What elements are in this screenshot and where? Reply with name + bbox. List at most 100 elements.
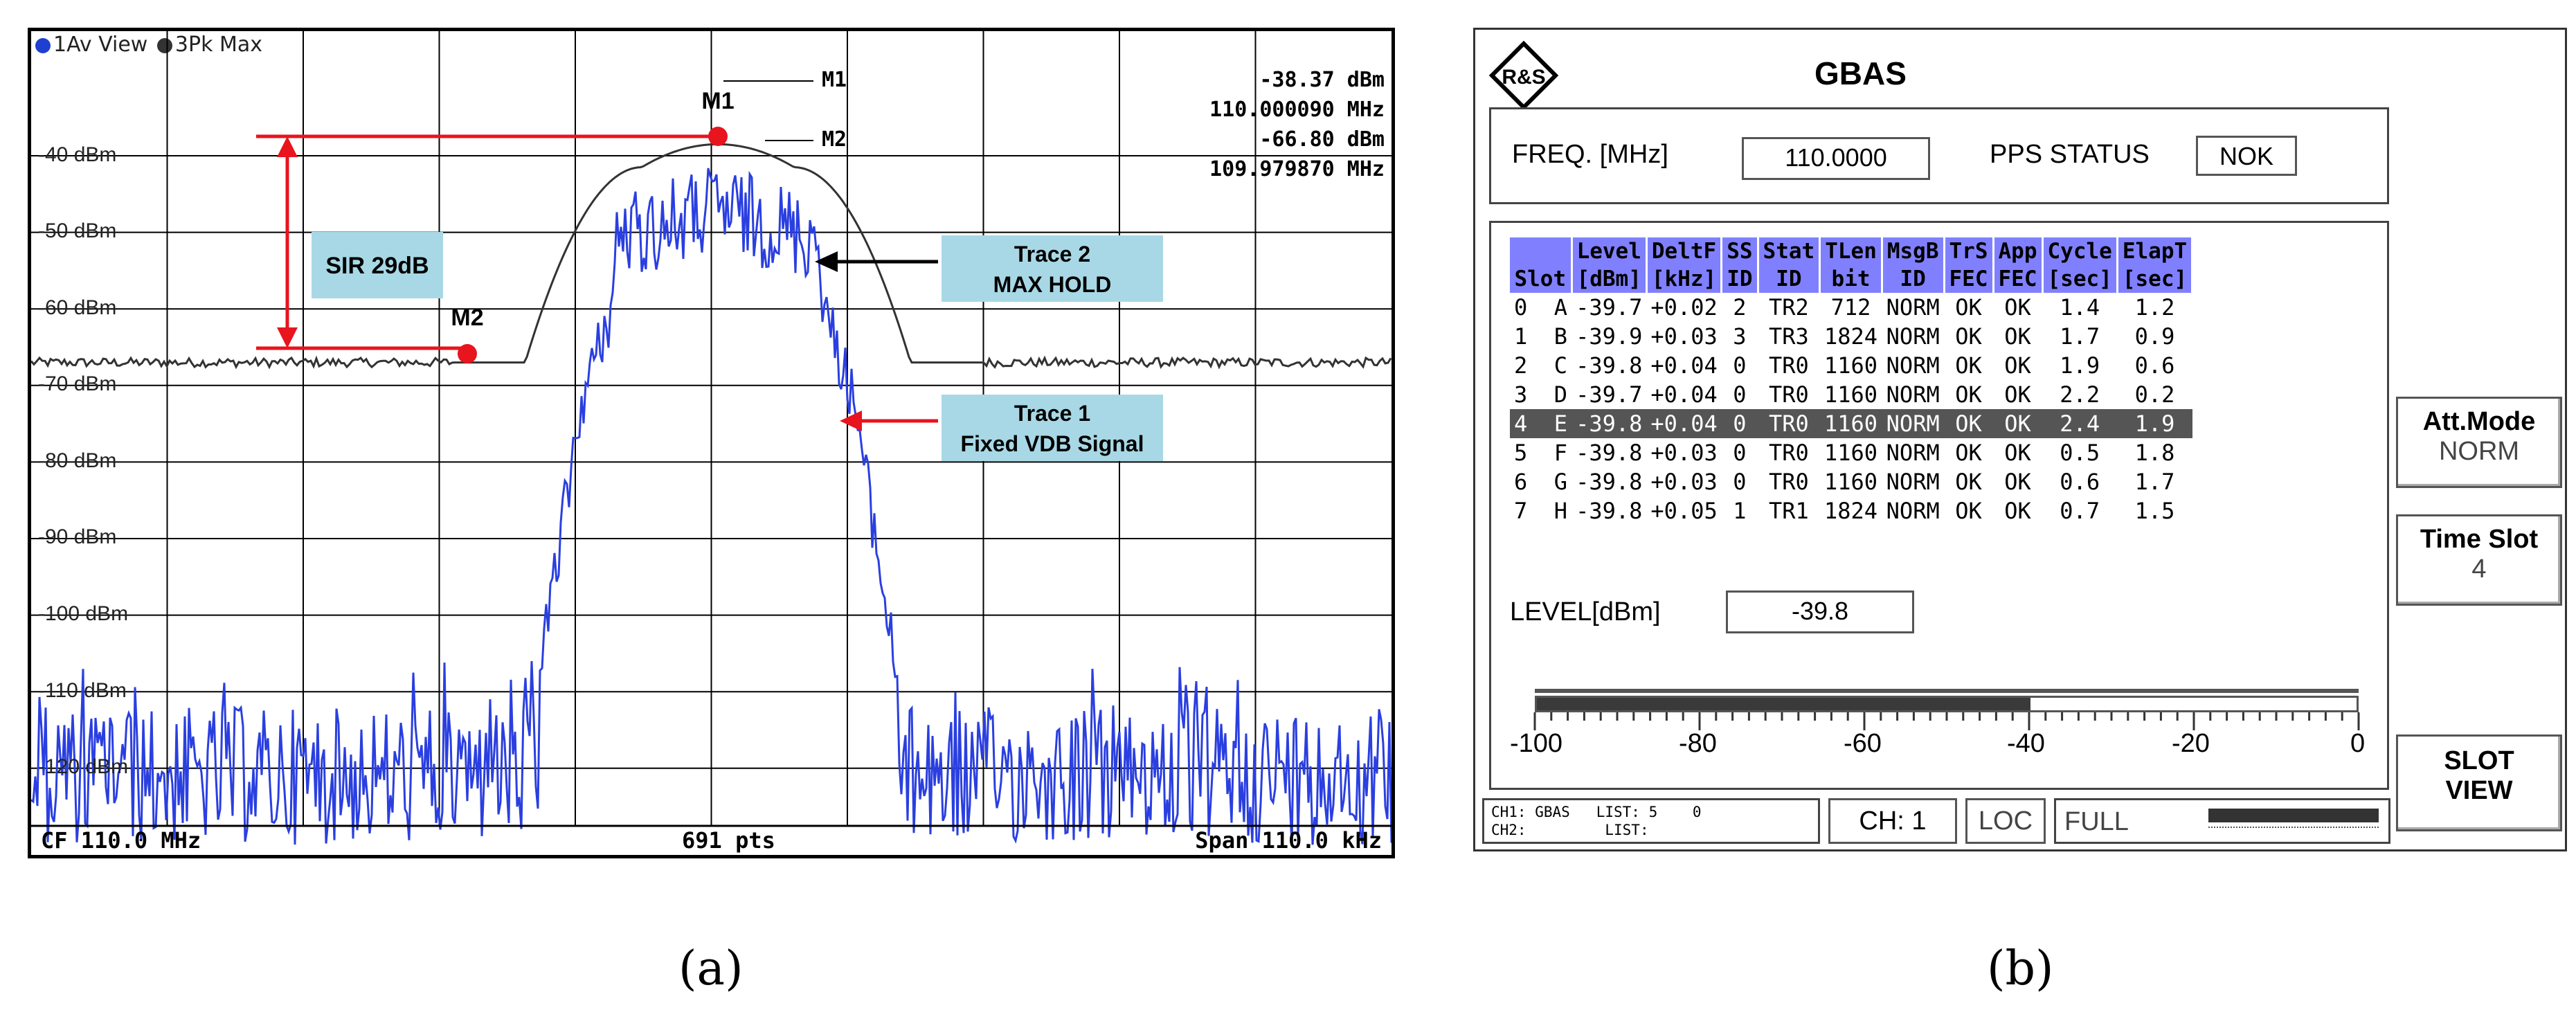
marker-m2-label: M2 xyxy=(451,305,483,331)
trace2-callout-line2: MAX HOLD xyxy=(993,272,1112,297)
table-cell: 1824 xyxy=(1824,323,1878,350)
trace2-callout-box xyxy=(942,235,1163,302)
trace1-callout-box xyxy=(942,395,1163,461)
slot-row[interactable]: 3 D -39.7 +0.04 0 TR0 1160 NORM OK OK 2.2 0.2 xyxy=(1510,380,2192,409)
table-cell: 0.5 xyxy=(2060,440,2100,466)
table-cell: NORM xyxy=(1886,469,1940,495)
slot-table-section xyxy=(1489,221,2389,790)
scale-label: -40 xyxy=(2007,729,2045,758)
column-header: DeltF xyxy=(1646,237,1723,265)
table-cell: TR3 xyxy=(1768,323,1809,350)
local-indicator[interactable]: LOC xyxy=(1965,798,2046,844)
trace1-indicator-icon xyxy=(35,38,51,53)
slot-row[interactable]: 5 F -39.8 +0.03 0 TR0 1160 NORM OK OK 0.5 1.8 xyxy=(1510,438,2192,467)
table-cell: +0.05 xyxy=(1650,498,1718,524)
column-header-unit: ID xyxy=(1721,265,1759,293)
slot-view-softkey[interactable]: SLOT VIEW xyxy=(2396,734,2562,831)
slot-view-line1: SLOT xyxy=(2444,746,2514,775)
slot-row[interactable]: 1 B -39.9 +0.03 3 TR3 1824 NORM OK OK 1.7 0.9 xyxy=(1510,322,2192,351)
table-cell: 1160 xyxy=(1824,381,1878,408)
table-cell: NORM xyxy=(1886,352,1940,379)
slot-section-frame xyxy=(1489,221,2389,790)
table-cell: 1160 xyxy=(1824,469,1878,495)
slot-row[interactable]: 7 H -39.8 +0.05 1 TR1 1824 NORM OK OK 0.7 1.5 xyxy=(1510,496,2192,525)
ch2-list: LIST: xyxy=(1605,822,1649,838)
column-header: Cycle xyxy=(2042,237,2118,265)
trace2-indicator-icon xyxy=(156,38,172,53)
column-header: App xyxy=(1993,237,2044,265)
table-cell: -39.8 xyxy=(1576,498,1643,524)
scale-label: 0 xyxy=(2350,729,2366,758)
sir-callout-box xyxy=(312,232,443,298)
table-cell: 0.6 xyxy=(2134,352,2175,379)
att-mode-softkey[interactable]: Att.Mode NORM xyxy=(2396,397,2562,488)
freq-value-field[interactable]: 110.0000 xyxy=(1742,137,1930,180)
table-cell: NORM xyxy=(1886,440,1940,466)
marker-m2-dot xyxy=(458,344,477,363)
ch1-list: LIST: 5 xyxy=(1596,804,1658,820)
table-cell: 1 xyxy=(1733,498,1747,524)
table-cell: OK xyxy=(1955,352,1982,379)
frequency-section: FREQ. [MHz] 110.0000 PPS STATUS NOK xyxy=(1489,107,2389,204)
table-cell: 0 xyxy=(1733,440,1747,466)
span-label: Span 110.0 kHz xyxy=(1195,827,1382,854)
column-header-unit: ID xyxy=(1882,265,1945,293)
att-mode-label: Att.Mode xyxy=(2422,407,2536,436)
slot-row[interactable]: 4 E -39.8 +0.04 0 TR0 1160 NORM OK OK 2.4 1.9 xyxy=(1510,409,2192,438)
y-tick-label: -70 dBm xyxy=(38,372,116,395)
column-header-unit: FEC xyxy=(1944,265,1994,293)
center-frequency-label: CF 110.0 MHz xyxy=(41,827,201,854)
table-cell: NORM xyxy=(1886,498,1940,524)
table-cell: TR1 xyxy=(1768,498,1809,524)
slot-table: Level DeltF SS Stat TLen MsgB TrS App Cycle ElapT… xyxy=(1510,237,2194,525)
full-indicator-box: FULL xyxy=(2054,798,2390,844)
table-cell: 0 A xyxy=(1514,294,1568,321)
slot-row[interactable]: 2 C -39.8 +0.04 0 TR0 1160 NORM OK OK 1.9 0.6 xyxy=(1510,351,2192,380)
slot-view-line2: VIEW xyxy=(2445,776,2513,805)
table-cell: 4 E xyxy=(1510,409,1572,438)
y-tick-label: -40 dBm xyxy=(38,143,116,166)
table-cell: 3 xyxy=(1733,323,1747,350)
level-value-field: -39.8 xyxy=(1726,590,1914,633)
trace2-header-label: 3Pk Max xyxy=(174,33,262,57)
table-cell: OK xyxy=(1955,469,1982,495)
marker-m1-label: M1 xyxy=(701,88,734,114)
table-cell: 1.5 xyxy=(2134,498,2175,524)
pps-status-label: PPS STATUS xyxy=(1990,140,2150,169)
table-cell: 1 B xyxy=(1514,323,1568,350)
table-cell: -39.7 xyxy=(1576,381,1643,408)
channel-indicator[interactable]: CH: 1 xyxy=(1828,798,1957,844)
table-cell: 1.4 xyxy=(2060,294,2100,321)
slot-row[interactable]: 0 A -39.7 +0.02 2 TR2 712 NORM OK OK 1.4 1.2 xyxy=(1510,293,2192,322)
page-title: GBAS xyxy=(1814,55,1907,91)
scale-label: -100 xyxy=(1510,729,1563,758)
column-header: SS xyxy=(1721,237,1759,265)
table-cell: +0.04 xyxy=(1650,381,1718,408)
column-header: Level xyxy=(1571,237,1648,265)
table-cell: 1.7 xyxy=(2134,469,2175,495)
table-cell: 1.2 xyxy=(2134,294,2175,321)
live-vdb-trace xyxy=(31,168,1391,845)
marker-m1-dot xyxy=(708,127,728,146)
table-cell: OK xyxy=(1955,498,1982,524)
table-cell: 1.8 xyxy=(2134,440,2175,466)
level-label: LEVEL[dBm] xyxy=(1510,597,1661,626)
column-header xyxy=(1510,237,1573,265)
time-slot-softkey[interactable]: Time Slot 4 xyxy=(2396,514,2562,606)
table-cell: 1160 xyxy=(1819,409,1882,438)
table-cell: OK xyxy=(2004,323,2031,350)
table-cell: 6 G xyxy=(1514,469,1568,495)
table-cell: 0.2 xyxy=(2134,381,2175,408)
scale-label: -60 xyxy=(1844,729,1882,758)
scale-label: -80 xyxy=(1679,729,1717,758)
level-scale-labels: -100 -80 -60 -40 -20 0 xyxy=(1510,729,2389,764)
trace-header: 1Av View 3Pk Max xyxy=(35,33,262,57)
table-cell: 712 xyxy=(1830,294,1871,321)
table-cell: -39.8 xyxy=(1571,409,1647,438)
table-cell: TR0 xyxy=(1768,440,1809,466)
rs-logo-icon: R&S xyxy=(1489,41,1558,110)
slot-row[interactable]: 6 G -39.8 +0.03 0 TR0 1160 NORM OK OK 0.6 1.7 xyxy=(1510,467,2192,496)
level-bar-scale xyxy=(1533,712,2360,730)
full-bar-scale xyxy=(2208,827,2379,833)
table-cell: OK xyxy=(1955,440,1982,466)
